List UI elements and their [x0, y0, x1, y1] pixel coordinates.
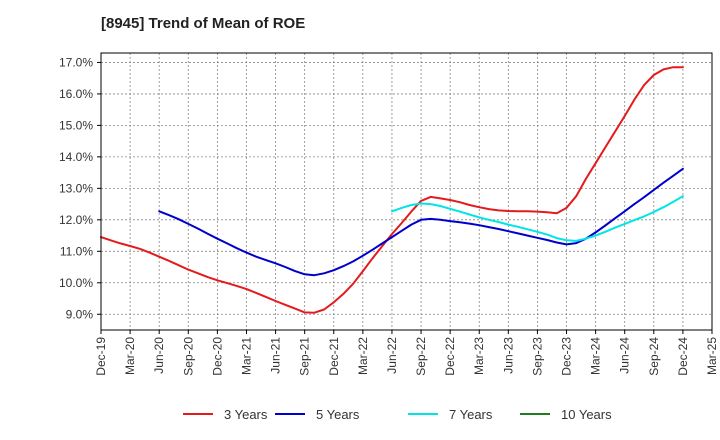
- y-tick-label: 9.0%: [66, 307, 94, 321]
- x-tick-label: Dec-23: [560, 337, 574, 376]
- x-tick-label: Dec-22: [443, 337, 457, 376]
- x-tick-label: Sep-20: [181, 337, 195, 376]
- legend-item-7-years: 7 Years: [408, 407, 493, 422]
- y-tick-label: 11.0%: [60, 244, 93, 258]
- legend-label: 3 Years: [224, 407, 268, 422]
- x-tick-label: Dec-21: [327, 337, 341, 376]
- x-tick-label: Jun-21: [269, 337, 283, 374]
- x-tick-label: Dec-19: [94, 337, 108, 376]
- series-lines: [100, 66, 684, 314]
- plot-area: [101, 53, 712, 330]
- x-tick-label: Jun-20: [152, 337, 166, 374]
- x-tick-label: Sep-23: [530, 337, 544, 376]
- x-tick-label: Jun-24: [618, 337, 632, 374]
- x-tick-label: Mar-22: [356, 337, 370, 375]
- y-tick-label: 12.0%: [59, 213, 93, 227]
- y-tick-label: 16.0%: [59, 87, 93, 101]
- y-tick-label: 13.0%: [59, 181, 93, 195]
- x-tick-label: Mar-20: [123, 337, 137, 375]
- legend-item-5-years: 5 Years: [275, 407, 360, 422]
- series-line-7-years: [391, 195, 684, 242]
- series-line-5-years: [158, 167, 684, 277]
- x-tick-label: Mar-25: [705, 337, 719, 375]
- series-line-3-years: [100, 66, 684, 314]
- legend: 3 Years 5 Years 7 Years 10 Years: [183, 407, 612, 422]
- y-tick-label: 17.0%: [59, 55, 93, 69]
- x-tick-label: Jun-23: [501, 337, 515, 374]
- y-tick-label: 10.0%: [59, 276, 93, 290]
- chart-title: [8945] Trend of Mean of ROE: [101, 15, 306, 32]
- y-axis-ticks: 9.0% 10.0% 11.0% 12.0% 13.0% 14.0% 15.0% 16.0% 1…: [59, 55, 101, 321]
- x-tick-label: Jun-22: [385, 337, 399, 374]
- x-tick-label: Dec-20: [210, 337, 224, 376]
- y-tick-label: 15.0%: [59, 118, 93, 132]
- grid-lines: [100, 53, 713, 330]
- x-tick-label: Mar-21: [239, 337, 253, 375]
- y-tick-label: 14.0%: [59, 150, 93, 164]
- x-axis-ticks: Dec-19 Mar-20 Jun-20 Sep-20 Dec-20 Mar-21 Jun-…: [94, 330, 719, 376]
- legend-label: 7 Years: [449, 407, 493, 422]
- legend-label: 10 Years: [561, 407, 612, 422]
- x-tick-label: Sep-24: [647, 337, 661, 376]
- x-tick-label: Mar-23: [472, 337, 486, 375]
- plot-border: [100, 52, 713, 331]
- x-tick-label: Mar-24: [589, 337, 603, 375]
- x-tick-label: Sep-21: [298, 337, 312, 376]
- legend-label: 5 Years: [316, 407, 360, 422]
- x-tick-label: Sep-22: [414, 337, 428, 376]
- legend-item-10-years: 10 Years: [520, 407, 612, 422]
- x-tick-label: Dec-24: [676, 337, 690, 376]
- legend-item-3-years: 3 Years: [183, 407, 268, 422]
